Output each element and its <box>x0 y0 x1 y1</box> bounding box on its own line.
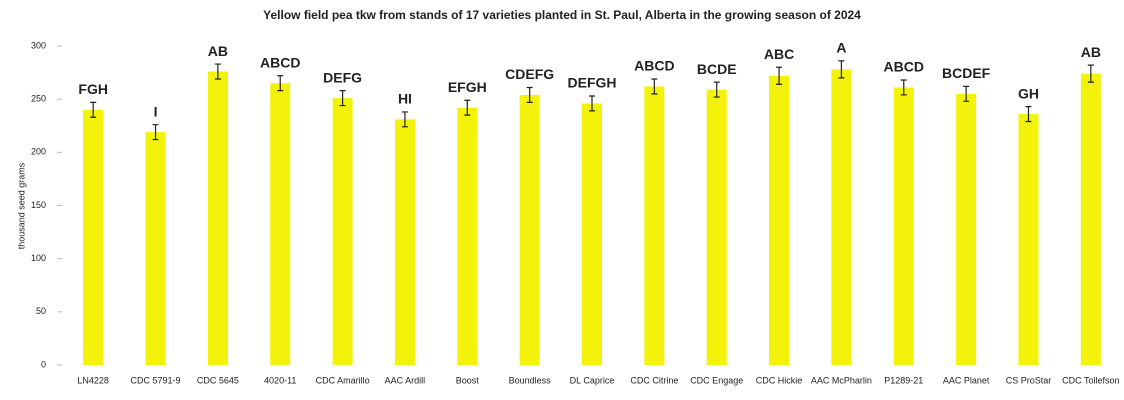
chart-title: Yellow field pea tkw from stands of 17 v… <box>263 8 861 22</box>
error-bar <box>838 60 845 79</box>
y-tick-label: 250 <box>31 94 46 104</box>
y-tick-label: 200 <box>31 147 46 157</box>
error-bar <box>900 79 907 96</box>
significance-letter: AB <box>1081 44 1101 60</box>
bar <box>332 98 353 365</box>
x-tick-label: CDC Amarillo <box>316 375 370 385</box>
x-tick-label: AAC Planet <box>943 375 990 385</box>
error-bar <box>713 81 720 98</box>
error-bar <box>589 95 595 112</box>
bar <box>457 107 478 365</box>
error-bar <box>152 124 159 141</box>
bar <box>769 75 790 366</box>
x-tick-label: AAC McPharlin <box>811 375 872 385</box>
bar <box>83 109 104 365</box>
error-bar <box>776 66 783 85</box>
significance-letter: ABCD <box>634 58 674 74</box>
x-tick-label: LN4228 <box>77 375 109 385</box>
bar <box>831 69 852 365</box>
significance-letter: ABC <box>764 46 794 62</box>
y-axis-label: thousand seed grams <box>16 162 26 249</box>
error-bar <box>464 99 471 116</box>
bar <box>1018 114 1039 365</box>
bar <box>394 119 415 366</box>
x-tick-label: Boundless <box>509 375 552 385</box>
x-tick-label: 4020-11 <box>264 375 296 385</box>
significance-letter: DEFGH <box>568 75 617 91</box>
significance-letter: BCDEF <box>942 65 991 81</box>
significance-letter: BCDE <box>697 61 737 77</box>
x-tick-label: CDC Hickie <box>756 375 803 385</box>
bar <box>519 94 540 365</box>
significance-letter: A <box>836 40 846 56</box>
error-bar <box>90 101 97 118</box>
y-tick-label: 0 <box>41 359 46 369</box>
bar <box>644 86 665 365</box>
significance-letter: FGH <box>78 81 108 97</box>
bar <box>706 89 727 365</box>
bar <box>956 93 977 365</box>
significance-letter: HI <box>398 91 412 107</box>
x-tick-label: Boost <box>456 375 480 385</box>
error-bar <box>277 75 284 92</box>
error-bar <box>1087 64 1094 83</box>
x-tick-label: CDC Citrine <box>630 375 678 385</box>
y-tick-label: 100 <box>31 253 46 263</box>
significance-letter: AB <box>208 43 228 59</box>
bar <box>893 87 914 365</box>
significance-letter: I <box>154 103 158 119</box>
error-bar <box>526 86 533 103</box>
x-tick-label: CDC 5645 <box>197 375 239 385</box>
error-bar <box>401 111 408 128</box>
x-tick-label: AAC Ardill <box>385 375 426 385</box>
error-bar <box>1025 106 1032 123</box>
error-bar <box>651 78 658 95</box>
significance-letter: EFGH <box>448 79 487 95</box>
x-tick-label: CDC 5791-9 <box>131 375 181 385</box>
significance-letter: DEFG <box>323 69 362 85</box>
y-tick-label: 50 <box>36 306 46 316</box>
x-tick-label: CDC Engage <box>690 375 743 385</box>
significance-letter: ABCD <box>260 54 300 70</box>
significance-letter: GH <box>1018 85 1039 101</box>
bar <box>270 83 291 365</box>
x-tick-label: CDC Tollefson <box>1062 375 1119 385</box>
error-bar <box>214 63 221 80</box>
bar <box>145 132 166 365</box>
y-tick-label: 150 <box>31 200 46 210</box>
bar <box>1080 73 1101 365</box>
significance-letter: ABCD <box>884 59 924 75</box>
x-tick-label: P1289-21 <box>884 375 923 385</box>
y-tick-label: 300 <box>31 40 46 50</box>
significance-letter: CDEFG <box>505 66 554 82</box>
x-tick-label: CS ProStar <box>1006 375 1052 385</box>
x-tick-label: DL Caprice <box>570 375 615 385</box>
error-bar <box>339 90 346 107</box>
bar <box>207 71 228 366</box>
bar <box>582 103 602 366</box>
error-bar <box>963 85 970 102</box>
